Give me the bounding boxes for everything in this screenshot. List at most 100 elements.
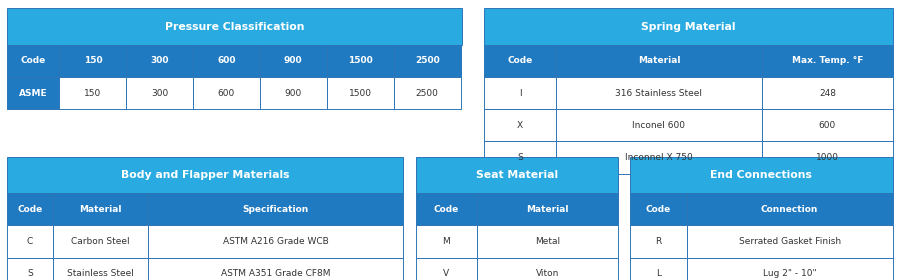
Text: Code: Code (17, 205, 42, 214)
Bar (53, 193, 148, 225)
Bar (762, 141, 893, 174)
Text: S: S (518, 153, 523, 162)
Text: S: S (27, 269, 32, 278)
Bar (630, 225, 687, 258)
Text: M: M (442, 237, 450, 246)
Bar (7, 45, 59, 77)
Bar (260, 77, 327, 109)
Bar (126, 45, 194, 77)
Bar (327, 77, 393, 109)
Bar (762, 77, 893, 109)
Bar (484, 109, 555, 141)
Text: Code: Code (645, 205, 670, 214)
Text: Pressure Classification: Pressure Classification (165, 22, 304, 32)
Bar (484, 77, 555, 109)
Text: Code: Code (508, 56, 533, 66)
Bar (148, 258, 403, 280)
Text: 2500: 2500 (415, 56, 439, 66)
Text: 150: 150 (84, 56, 103, 66)
Text: 600: 600 (819, 121, 836, 130)
Bar (630, 258, 687, 280)
Text: Body and Flapper Materials: Body and Flapper Materials (121, 170, 290, 180)
Text: Code: Code (21, 56, 46, 66)
Bar (484, 8, 893, 45)
Bar (194, 45, 260, 77)
Bar (762, 109, 893, 141)
Bar (393, 77, 461, 109)
Text: X: X (517, 121, 523, 130)
Bar (7, 193, 53, 225)
Text: I: I (518, 88, 521, 98)
Bar (53, 258, 148, 280)
Bar (7, 258, 53, 280)
Bar (477, 225, 618, 258)
Text: Viton: Viton (536, 269, 559, 278)
Text: 150: 150 (85, 88, 102, 98)
Bar (194, 77, 260, 109)
Text: 1000: 1000 (816, 153, 839, 162)
Bar (148, 225, 403, 258)
Text: Specification: Specification (242, 205, 309, 214)
Bar (687, 193, 893, 225)
Text: ASTM A351 Grade CF8M: ASTM A351 Grade CF8M (220, 269, 330, 278)
Bar (477, 193, 618, 225)
Bar (555, 45, 762, 77)
Bar (393, 45, 461, 77)
Text: Material: Material (526, 205, 569, 214)
Bar (477, 258, 618, 280)
Text: V: V (443, 269, 449, 278)
Text: Spring Material: Spring Material (641, 22, 736, 32)
Text: 316 Stainless Steel: 316 Stainless Steel (616, 88, 702, 98)
Text: C: C (27, 237, 33, 246)
Text: 248: 248 (819, 88, 836, 98)
Bar (7, 77, 59, 109)
Text: Lug 2" - 10": Lug 2" - 10" (763, 269, 816, 278)
Text: Seat Material: Seat Material (476, 170, 558, 180)
Bar (687, 258, 893, 280)
Text: Connection: Connection (761, 205, 818, 214)
Text: Material: Material (637, 56, 680, 66)
Bar (555, 109, 762, 141)
Text: 300: 300 (150, 56, 169, 66)
Text: 300: 300 (151, 88, 168, 98)
Text: ASME: ASME (19, 88, 48, 98)
Text: Max. Temp. °F: Max. Temp. °F (792, 56, 863, 66)
Text: 600: 600 (217, 56, 236, 66)
Bar (416, 193, 477, 225)
Bar (484, 141, 555, 174)
Text: End Connections: End Connections (710, 170, 813, 180)
Bar (7, 8, 462, 45)
Text: Code: Code (434, 205, 459, 214)
Bar (416, 258, 477, 280)
Text: Metal: Metal (535, 237, 560, 246)
Bar (59, 77, 126, 109)
Text: 900: 900 (284, 56, 302, 66)
Text: Serrated Gasket Finish: Serrated Gasket Finish (739, 237, 841, 246)
Bar (555, 141, 762, 174)
Text: Stainless Steel: Stainless Steel (67, 269, 134, 278)
Bar (7, 225, 53, 258)
Bar (416, 157, 618, 193)
Text: 900: 900 (284, 88, 302, 98)
Bar (148, 193, 403, 225)
Text: L: L (656, 269, 661, 278)
Bar (260, 45, 327, 77)
Bar (126, 77, 194, 109)
Text: ASTM A216 Grade WCB: ASTM A216 Grade WCB (222, 237, 328, 246)
Text: 1500: 1500 (348, 88, 372, 98)
Text: 600: 600 (218, 88, 235, 98)
Bar (762, 45, 893, 77)
Text: Carbon Steel: Carbon Steel (71, 237, 130, 246)
Bar (7, 157, 403, 193)
Text: R: R (655, 237, 661, 246)
Text: Inconel 600: Inconel 600 (633, 121, 686, 130)
Bar (416, 225, 477, 258)
Text: 1500: 1500 (347, 56, 373, 66)
Bar (327, 45, 393, 77)
Text: 2500: 2500 (416, 88, 438, 98)
Bar (484, 45, 555, 77)
Bar (687, 225, 893, 258)
Bar (59, 45, 126, 77)
Text: Inconnel X 750: Inconnel X 750 (625, 153, 693, 162)
Text: Material: Material (79, 205, 122, 214)
